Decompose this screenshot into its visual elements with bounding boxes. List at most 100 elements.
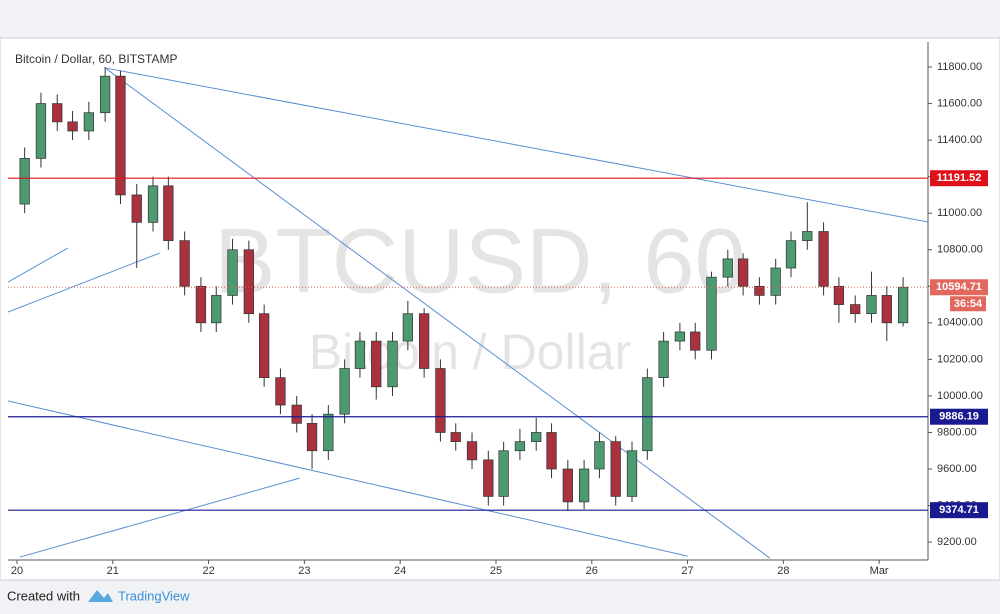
y-tick-label: 10000.00	[937, 390, 983, 402]
trend-line	[105, 67, 928, 223]
x-tick-label: 23	[298, 565, 310, 577]
x-tick-label: 26	[586, 565, 598, 577]
candle-body	[737, 258, 749, 287]
candle-body	[259, 313, 270, 378]
price-tag	[930, 502, 988, 519]
candle-body	[35, 103, 47, 159]
candle-body	[658, 340, 669, 378]
chart-title: Bitcoin / Dollar, 60, BITSTAMP	[15, 52, 178, 66]
candle-body	[243, 249, 254, 315]
candle-body	[19, 158, 30, 205]
brand[interactable]: TradingView	[118, 588, 190, 603]
candle-body	[546, 432, 557, 470]
candle-body	[211, 295, 222, 324]
candle-body	[131, 194, 142, 223]
candle-body	[802, 231, 813, 241]
candle-body	[306, 422, 318, 452]
candle-body	[785, 240, 797, 269]
price-tag-label: 10594.71	[936, 281, 982, 293]
candle-body	[674, 331, 686, 342]
y-tick-label: 10200.00	[937, 353, 983, 365]
candle-body	[339, 368, 350, 415]
candle-body	[770, 267, 781, 296]
candle-body	[897, 286, 909, 324]
candle-body	[291, 404, 302, 424]
trend-line	[104, 67, 771, 559]
candle-body	[179, 240, 190, 287]
candle-body	[466, 441, 478, 461]
y-tick-label: 11400.00	[937, 134, 982, 146]
candle-body	[83, 112, 94, 132]
candle-body	[818, 231, 829, 287]
y-tick-label: 11000.00	[937, 207, 982, 219]
candle-body	[99, 75, 111, 114]
countdown-box	[950, 296, 986, 312]
candle-body	[275, 377, 286, 406]
y-tick-label: 11800.00	[937, 61, 982, 73]
candle-body	[642, 377, 653, 452]
watermark: BTCUSD, 60	[214, 210, 746, 312]
footer-text: Created with	[7, 588, 80, 603]
x-tick-label: 20	[11, 565, 23, 577]
x-tick-label: 24	[394, 565, 406, 577]
candle-body	[498, 450, 509, 497]
countdown: 36:54	[954, 298, 983, 310]
candle-body	[67, 121, 78, 132]
candle-body	[195, 285, 207, 324]
trend-line	[8, 400, 688, 557]
candle-body	[387, 340, 398, 388]
candle-body	[402, 313, 413, 342]
candle-body	[850, 304, 861, 315]
candle-body	[594, 441, 605, 470]
candle-body	[371, 340, 382, 388]
price-tag-label: 11191.52	[937, 172, 982, 184]
x-tick-label: 28	[777, 565, 789, 577]
x-tick-label: 27	[681, 565, 693, 577]
candle-body	[578, 468, 590, 503]
y-tick-label: 9800.00	[937, 426, 977, 438]
candle-body	[514, 441, 526, 452]
candle-body	[562, 468, 573, 503]
candle-body	[147, 185, 159, 223]
x-tick-label: 21	[107, 565, 119, 577]
y-tick-label: 10400.00	[937, 317, 983, 329]
trend-line	[8, 252, 160, 313]
logo	[88, 590, 113, 602]
candle-body	[52, 103, 63, 123]
footer: Created with TradingView	[7, 588, 190, 603]
candle-body	[115, 75, 126, 196]
candle-body	[706, 276, 717, 351]
price-tag-label: 9374.71	[939, 504, 979, 516]
candle-body	[450, 432, 461, 442]
trend-line	[8, 247, 69, 283]
candle-body	[323, 413, 334, 452]
x-tick-label: 25	[490, 565, 502, 577]
candle-body	[833, 285, 845, 305]
candle-body	[881, 295, 892, 324]
x-tick-label: 22	[202, 565, 214, 577]
candle-body	[531, 432, 542, 442]
candle-body	[227, 249, 238, 296]
candle-body	[754, 285, 765, 296]
price-tag	[930, 408, 988, 425]
candle-body	[626, 450, 638, 497]
price-tag	[930, 170, 988, 187]
candle-body	[435, 368, 446, 433]
candle-body	[690, 331, 701, 351]
y-tick-label: 10800.00	[937, 244, 983, 256]
y-tick-label: 11600.00	[937, 97, 982, 109]
x-tick-label: Mar	[870, 565, 889, 577]
candle-body	[354, 340, 366, 369]
candle-body	[483, 459, 494, 497]
candle-body	[163, 185, 174, 241]
y-tick-label: 9600.00	[937, 463, 977, 475]
y-tick-label: 9200.00	[937, 536, 977, 548]
candle-body	[722, 258, 733, 278]
price-tag-label: 9886.19	[939, 411, 979, 423]
candle-body	[610, 441, 621, 497]
trend-line	[19, 477, 300, 558]
plot-area	[8, 67, 928, 559]
candle-body	[866, 295, 877, 315]
candle-body	[418, 313, 430, 369]
